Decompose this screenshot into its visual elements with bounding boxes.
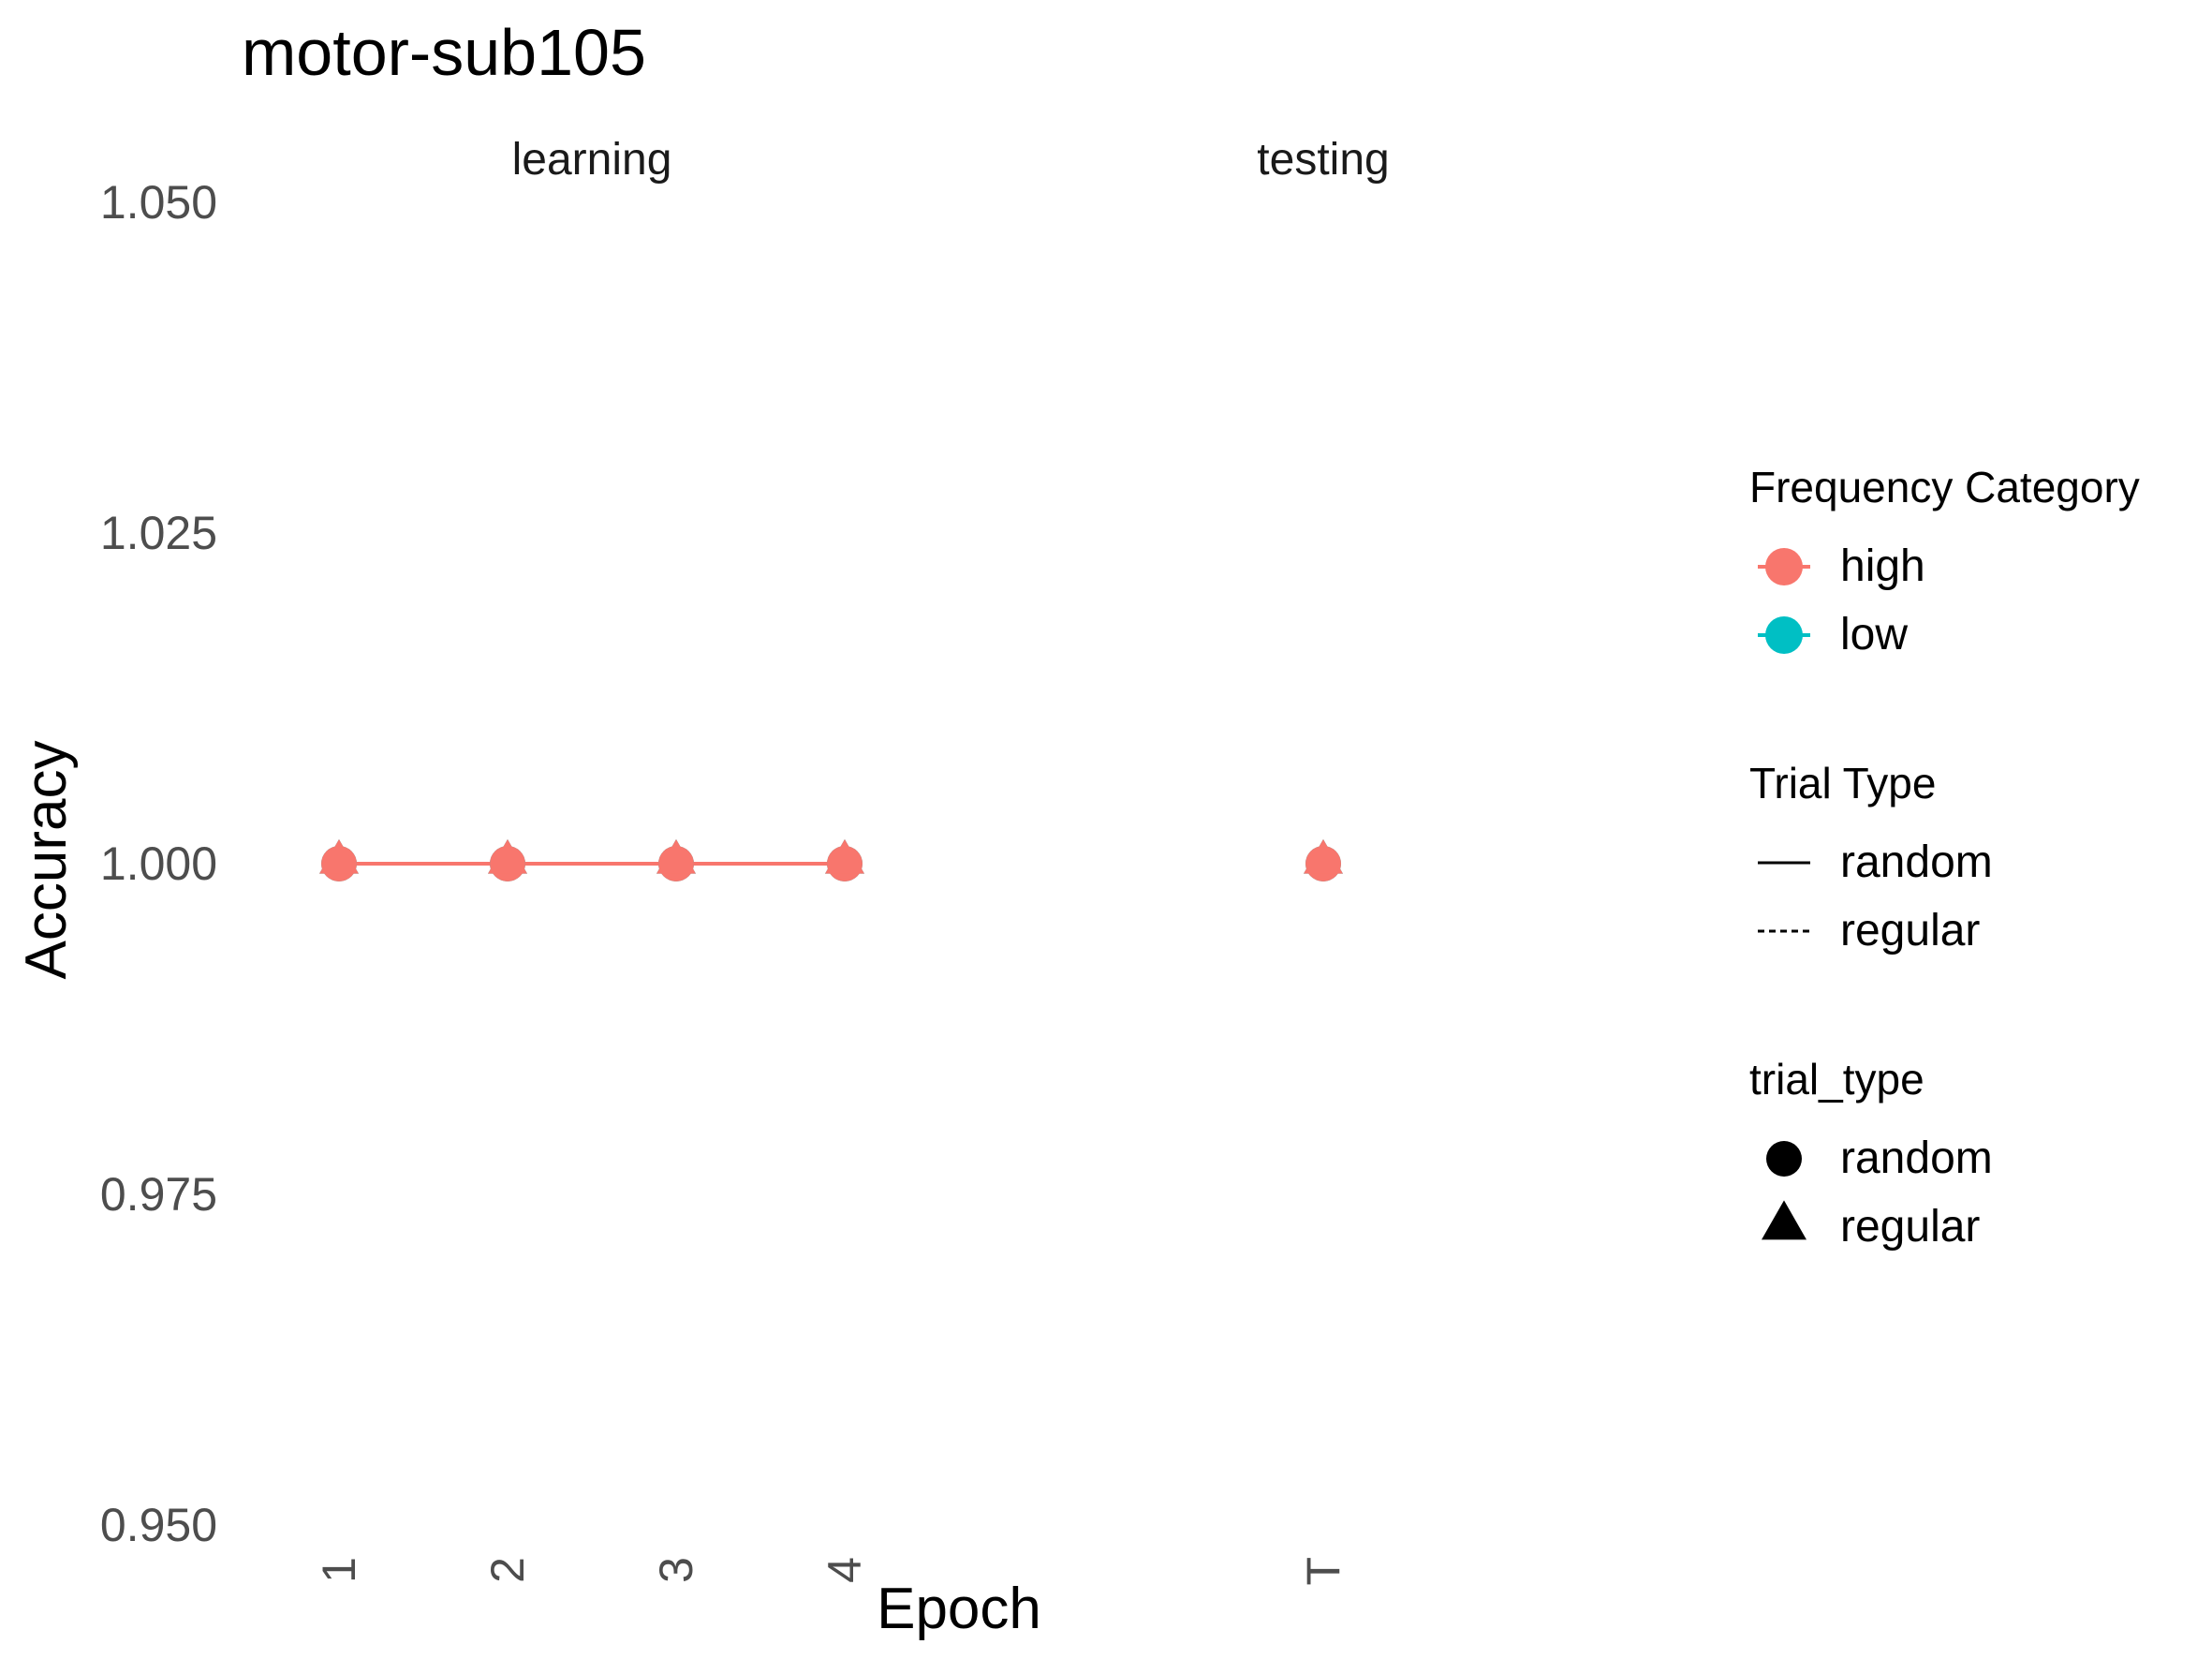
x-tick-label: 4 (818, 1557, 871, 1583)
data-point-high-regular (319, 838, 359, 874)
legend-group-linetype: Trial Type random regular (1749, 759, 1993, 955)
legend-key-dot (1765, 548, 1803, 585)
legend-title: Trial Type (1749, 759, 1936, 807)
legend-key-triangle (1762, 1200, 1806, 1240)
chart-title: motor-sub105 (242, 16, 646, 89)
y-tick-label: 0.975 (100, 1168, 217, 1221)
legend-group-color: Frequency Category high low (1749, 463, 2140, 659)
data-point-high-regular (1304, 838, 1343, 874)
legend-key-dot (1765, 616, 1803, 654)
x-tick-label: 1 (313, 1557, 365, 1583)
series-points (319, 838, 1343, 881)
facet-strips: learning testing (512, 135, 1390, 185)
y-tick-label: 1.025 (100, 507, 217, 559)
legend-title: trial_type (1749, 1055, 1924, 1104)
x-tick-label: T (1297, 1557, 1349, 1586)
legend-label: regular (1840, 1202, 1980, 1252)
legend-label: random (1840, 837, 1993, 887)
data-point-high-regular (488, 838, 527, 874)
legend-label: high (1840, 541, 1925, 591)
legend-title: Frequency Category (1749, 463, 2140, 511)
y-tick-label: 1.050 (100, 176, 217, 229)
data-point-high-regular (656, 838, 696, 874)
y-tick-label: 0.950 (100, 1499, 217, 1551)
y-axis-title: Accuracy (14, 741, 79, 980)
x-axis-ticks: 1 2 3 4 T (313, 1557, 1349, 1586)
legend: Frequency Category high low Trial Type rando… (1749, 463, 2140, 1252)
legend-label: low (1840, 610, 1908, 659)
data-point-high-regular (825, 838, 864, 874)
facet-label-testing: testing (1257, 135, 1389, 185)
legend-label: regular (1840, 906, 1980, 955)
y-axis-ticks: 0.950 0.975 1.000 1.025 1.050 (100, 176, 217, 1551)
facet-label-learning: learning (512, 135, 672, 185)
x-axis-title: Epoch (877, 1577, 1041, 1641)
y-tick-label: 1.000 (100, 837, 217, 890)
legend-label: random (1840, 1133, 1993, 1183)
legend-key-circle (1766, 1141, 1802, 1177)
x-tick-label: 3 (650, 1557, 702, 1583)
x-tick-label: 2 (481, 1557, 534, 1583)
